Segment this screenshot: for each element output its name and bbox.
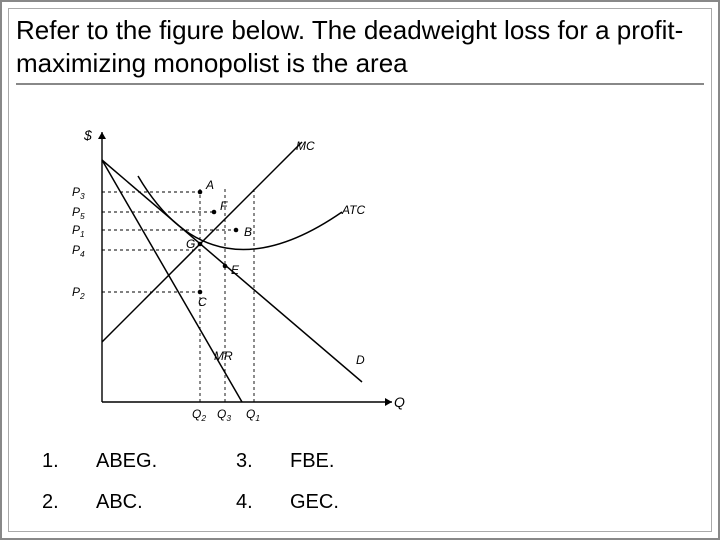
answer-text: GEC. [290,491,430,514]
svg-text:P4: P4 [72,243,85,259]
question-title: Refer to the figure below. The deadweigh… [16,14,704,85]
answer-number: 3. [236,450,290,473]
answer-text: ABC. [96,491,236,514]
answer-text: FBE. [290,450,430,473]
chart-svg: $ Q MC D MR ATC AF B G E C P3 P5 P1 P4 P2 Q2 Q3 Q1 [42,122,412,442]
svg-text:D: D [356,353,365,367]
answer-text: ABEG. [96,450,236,473]
svg-text:B: B [244,225,252,239]
svg-text:Q2: Q2 [192,407,206,423]
svg-text:A: A [205,178,214,192]
answer-number: 2. [42,491,96,514]
svg-text:P1: P1 [72,223,85,239]
svg-text:P5: P5 [72,205,85,221]
svg-text:Q: Q [394,394,405,410]
svg-text:Q1: Q1 [246,407,260,423]
answer-row: 2.ABC.4.GEC. [42,491,430,514]
svg-text:MR: MR [214,349,233,363]
svg-text:Q3: Q3 [217,407,231,423]
answer-number: 1. [42,450,96,473]
svg-text:G: G [186,237,195,251]
svg-text:MC: MC [296,139,315,153]
answer-number: 4. [236,491,290,514]
economics-chart: $ Q MC D MR ATC AF B G E C P3 P5 P1 P4 P2 Q2 Q3 Q1 [42,122,412,442]
svg-text:P3: P3 [72,185,85,201]
answer-choices: 1.ABEG.3.FBE. 2.ABC.4.GEC. [42,450,430,532]
svg-text:E: E [231,263,240,277]
svg-text:C: C [198,295,207,309]
answer-row: 1.ABEG.3.FBE. [42,450,430,473]
svg-text:ATC: ATC [341,203,365,217]
svg-text:P2: P2 [72,285,85,301]
slide-frame: Refer to the figure below. The deadweigh… [0,0,720,540]
svg-text:$: $ [83,127,92,143]
svg-text:F: F [220,199,228,213]
